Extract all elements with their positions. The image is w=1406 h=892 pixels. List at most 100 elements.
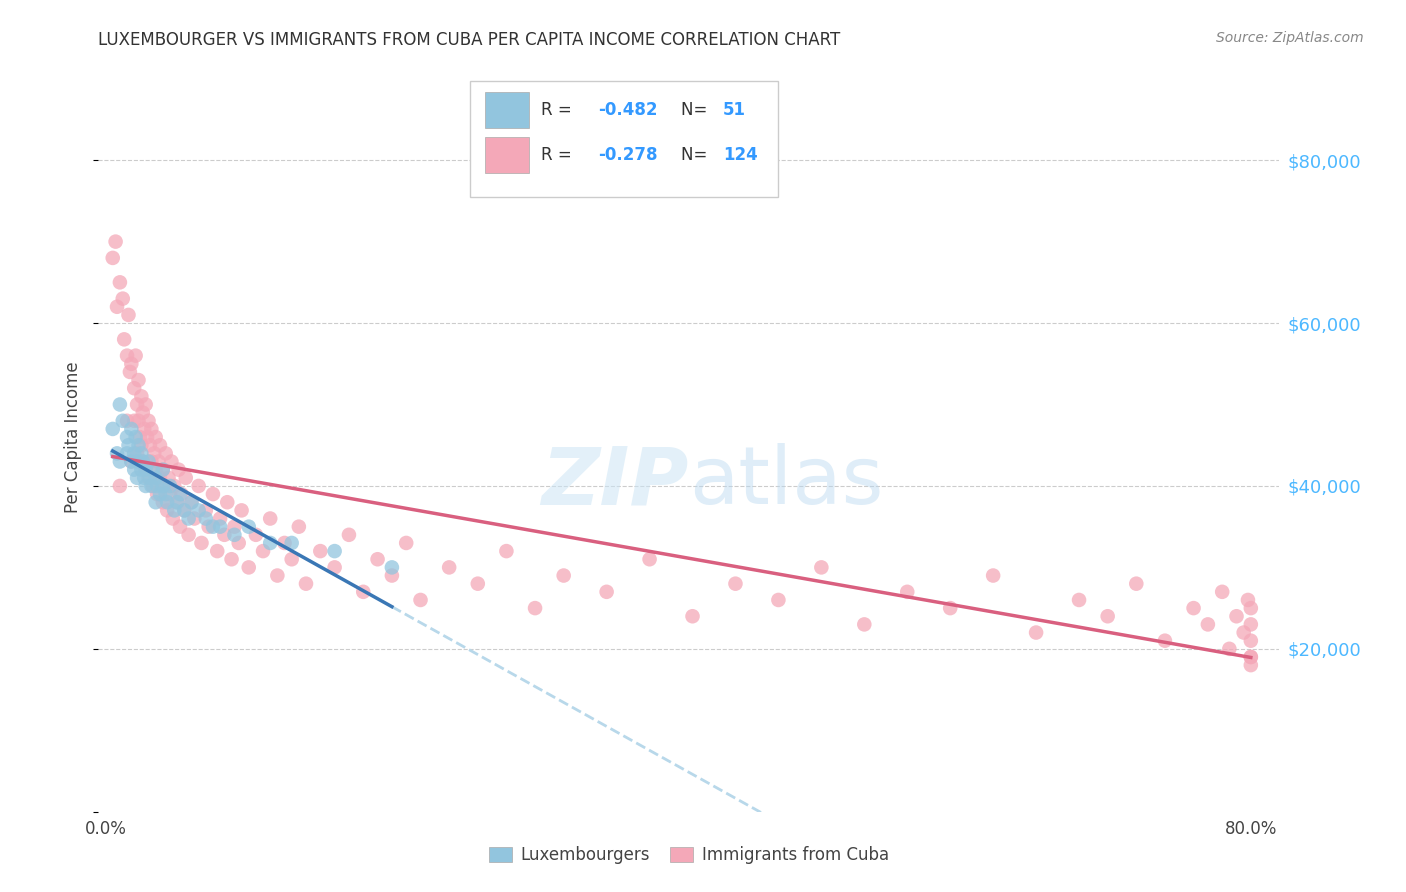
Point <box>122 381 145 395</box>
Point <box>1218 641 1240 656</box>
Point <box>323 560 346 574</box>
Point <box>152 463 174 477</box>
Point <box>768 593 790 607</box>
Point <box>1237 593 1260 607</box>
Point <box>1154 633 1177 648</box>
Point <box>166 495 188 509</box>
Point <box>207 544 229 558</box>
Point <box>187 503 209 517</box>
Text: ZIP: ZIP <box>541 443 689 521</box>
Point <box>138 454 160 468</box>
Point <box>1067 593 1090 607</box>
Point <box>146 487 169 501</box>
Point <box>183 511 205 525</box>
Point <box>131 446 153 460</box>
Point <box>120 357 142 371</box>
Point <box>209 511 232 525</box>
Text: LUXEMBOURGER VS IMMIGRANTS FROM CUBA PER CAPITA INCOME CORRELATION CHART: LUXEMBOURGER VS IMMIGRANTS FROM CUBA PER… <box>98 31 841 49</box>
Point <box>221 552 243 566</box>
Point <box>553 568 575 582</box>
Point <box>169 519 191 533</box>
Point <box>1197 617 1219 632</box>
Point <box>135 463 157 477</box>
Point <box>163 479 186 493</box>
Point <box>323 544 346 558</box>
Point <box>231 503 253 517</box>
Point <box>138 414 160 428</box>
Point <box>981 568 1004 582</box>
Point <box>180 495 202 509</box>
FancyBboxPatch shape <box>485 92 530 128</box>
Point <box>148 454 170 468</box>
Point <box>120 422 142 436</box>
Y-axis label: Per Capita Income: Per Capita Income <box>65 361 83 513</box>
Point <box>266 568 288 582</box>
Point <box>810 560 832 574</box>
Point <box>495 544 517 558</box>
Point <box>187 479 209 493</box>
Point <box>173 503 195 517</box>
Point <box>1125 576 1147 591</box>
Point <box>1240 601 1263 615</box>
Point <box>122 463 145 477</box>
Point <box>682 609 704 624</box>
Point <box>145 471 167 485</box>
Point <box>101 251 124 265</box>
Point <box>162 511 184 525</box>
Point <box>108 397 131 411</box>
Point <box>163 503 186 517</box>
Point <box>132 454 155 468</box>
Text: R =: R = <box>541 101 578 119</box>
Point <box>156 503 179 517</box>
Point <box>122 446 145 460</box>
Point <box>146 479 169 493</box>
Point <box>381 568 404 582</box>
Point <box>135 479 157 493</box>
Point <box>117 438 139 452</box>
Point <box>132 454 155 468</box>
Point <box>131 389 153 403</box>
Point <box>1182 601 1205 615</box>
Point <box>139 471 162 485</box>
FancyBboxPatch shape <box>485 136 530 173</box>
Point <box>139 438 162 452</box>
Point <box>136 430 159 444</box>
Point <box>157 471 180 485</box>
Point <box>156 495 179 509</box>
Point <box>108 454 131 468</box>
Point <box>167 463 190 477</box>
Point <box>194 511 217 525</box>
Point <box>120 454 142 468</box>
Point <box>108 479 131 493</box>
Point <box>638 552 661 566</box>
Text: atlas: atlas <box>689 443 883 521</box>
Point <box>128 438 150 452</box>
Text: -0.278: -0.278 <box>598 146 658 164</box>
Point <box>1233 625 1256 640</box>
Point <box>214 528 236 542</box>
Point <box>125 471 148 485</box>
Point <box>352 584 374 599</box>
Point <box>149 438 172 452</box>
Point <box>129 430 152 444</box>
Legend: Luxembourgers, Immigrants from Cuba: Luxembourgers, Immigrants from Cuba <box>482 839 896 871</box>
Point <box>190 536 212 550</box>
Point <box>896 584 918 599</box>
Point <box>142 479 165 493</box>
Point <box>381 560 404 574</box>
Point <box>1240 633 1263 648</box>
Point <box>245 528 267 542</box>
Point <box>125 454 148 468</box>
Point <box>115 430 138 444</box>
Point <box>1211 584 1233 599</box>
Point <box>724 576 747 591</box>
Point <box>309 544 332 558</box>
Point <box>853 617 876 632</box>
Point <box>1225 609 1247 624</box>
Point <box>209 519 232 533</box>
Point <box>124 349 146 363</box>
Text: 51: 51 <box>723 101 747 119</box>
Point <box>367 552 389 566</box>
Point <box>259 511 281 525</box>
Point <box>141 479 163 493</box>
